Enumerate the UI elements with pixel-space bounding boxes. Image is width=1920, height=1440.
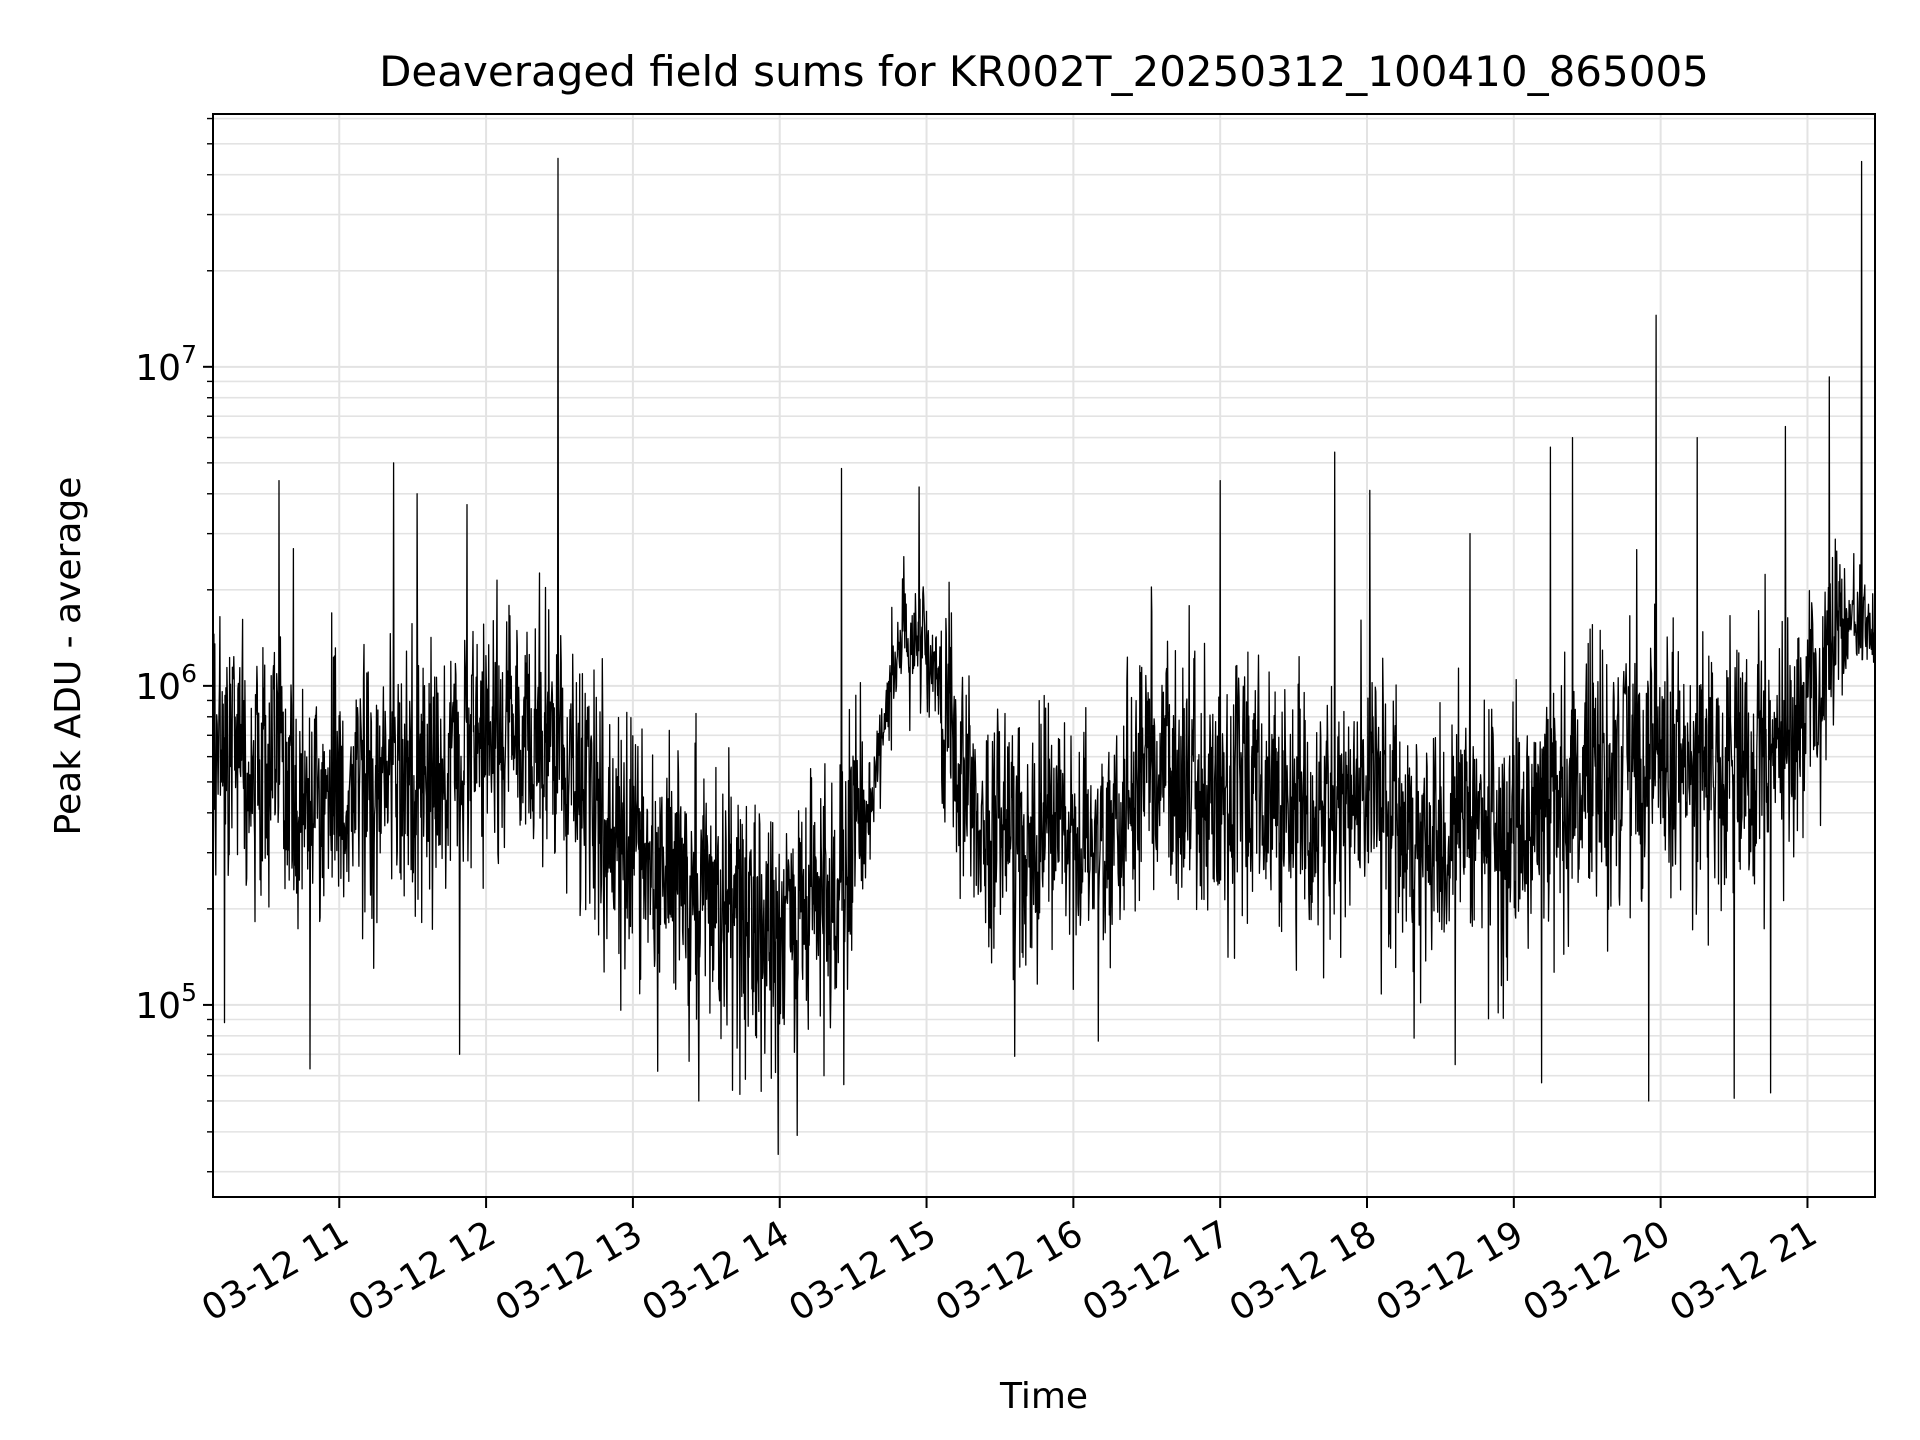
y-axis-ticks: 105 106 107 [135,117,213,1173]
y-axis-label: Peak ADU - average [48,477,89,836]
y-tick-label: 106 [135,659,197,708]
series-layer [212,157,1876,1156]
series-line [212,157,1876,1156]
chart-title: Deaveraged field sums for KR002T_2025031… [379,47,1709,96]
plot-frame [212,113,1876,1198]
y-tick-label: 105 [135,978,197,1027]
y-tick-label: 107 [135,340,197,389]
x-axis-label: Time [999,1376,1088,1417]
